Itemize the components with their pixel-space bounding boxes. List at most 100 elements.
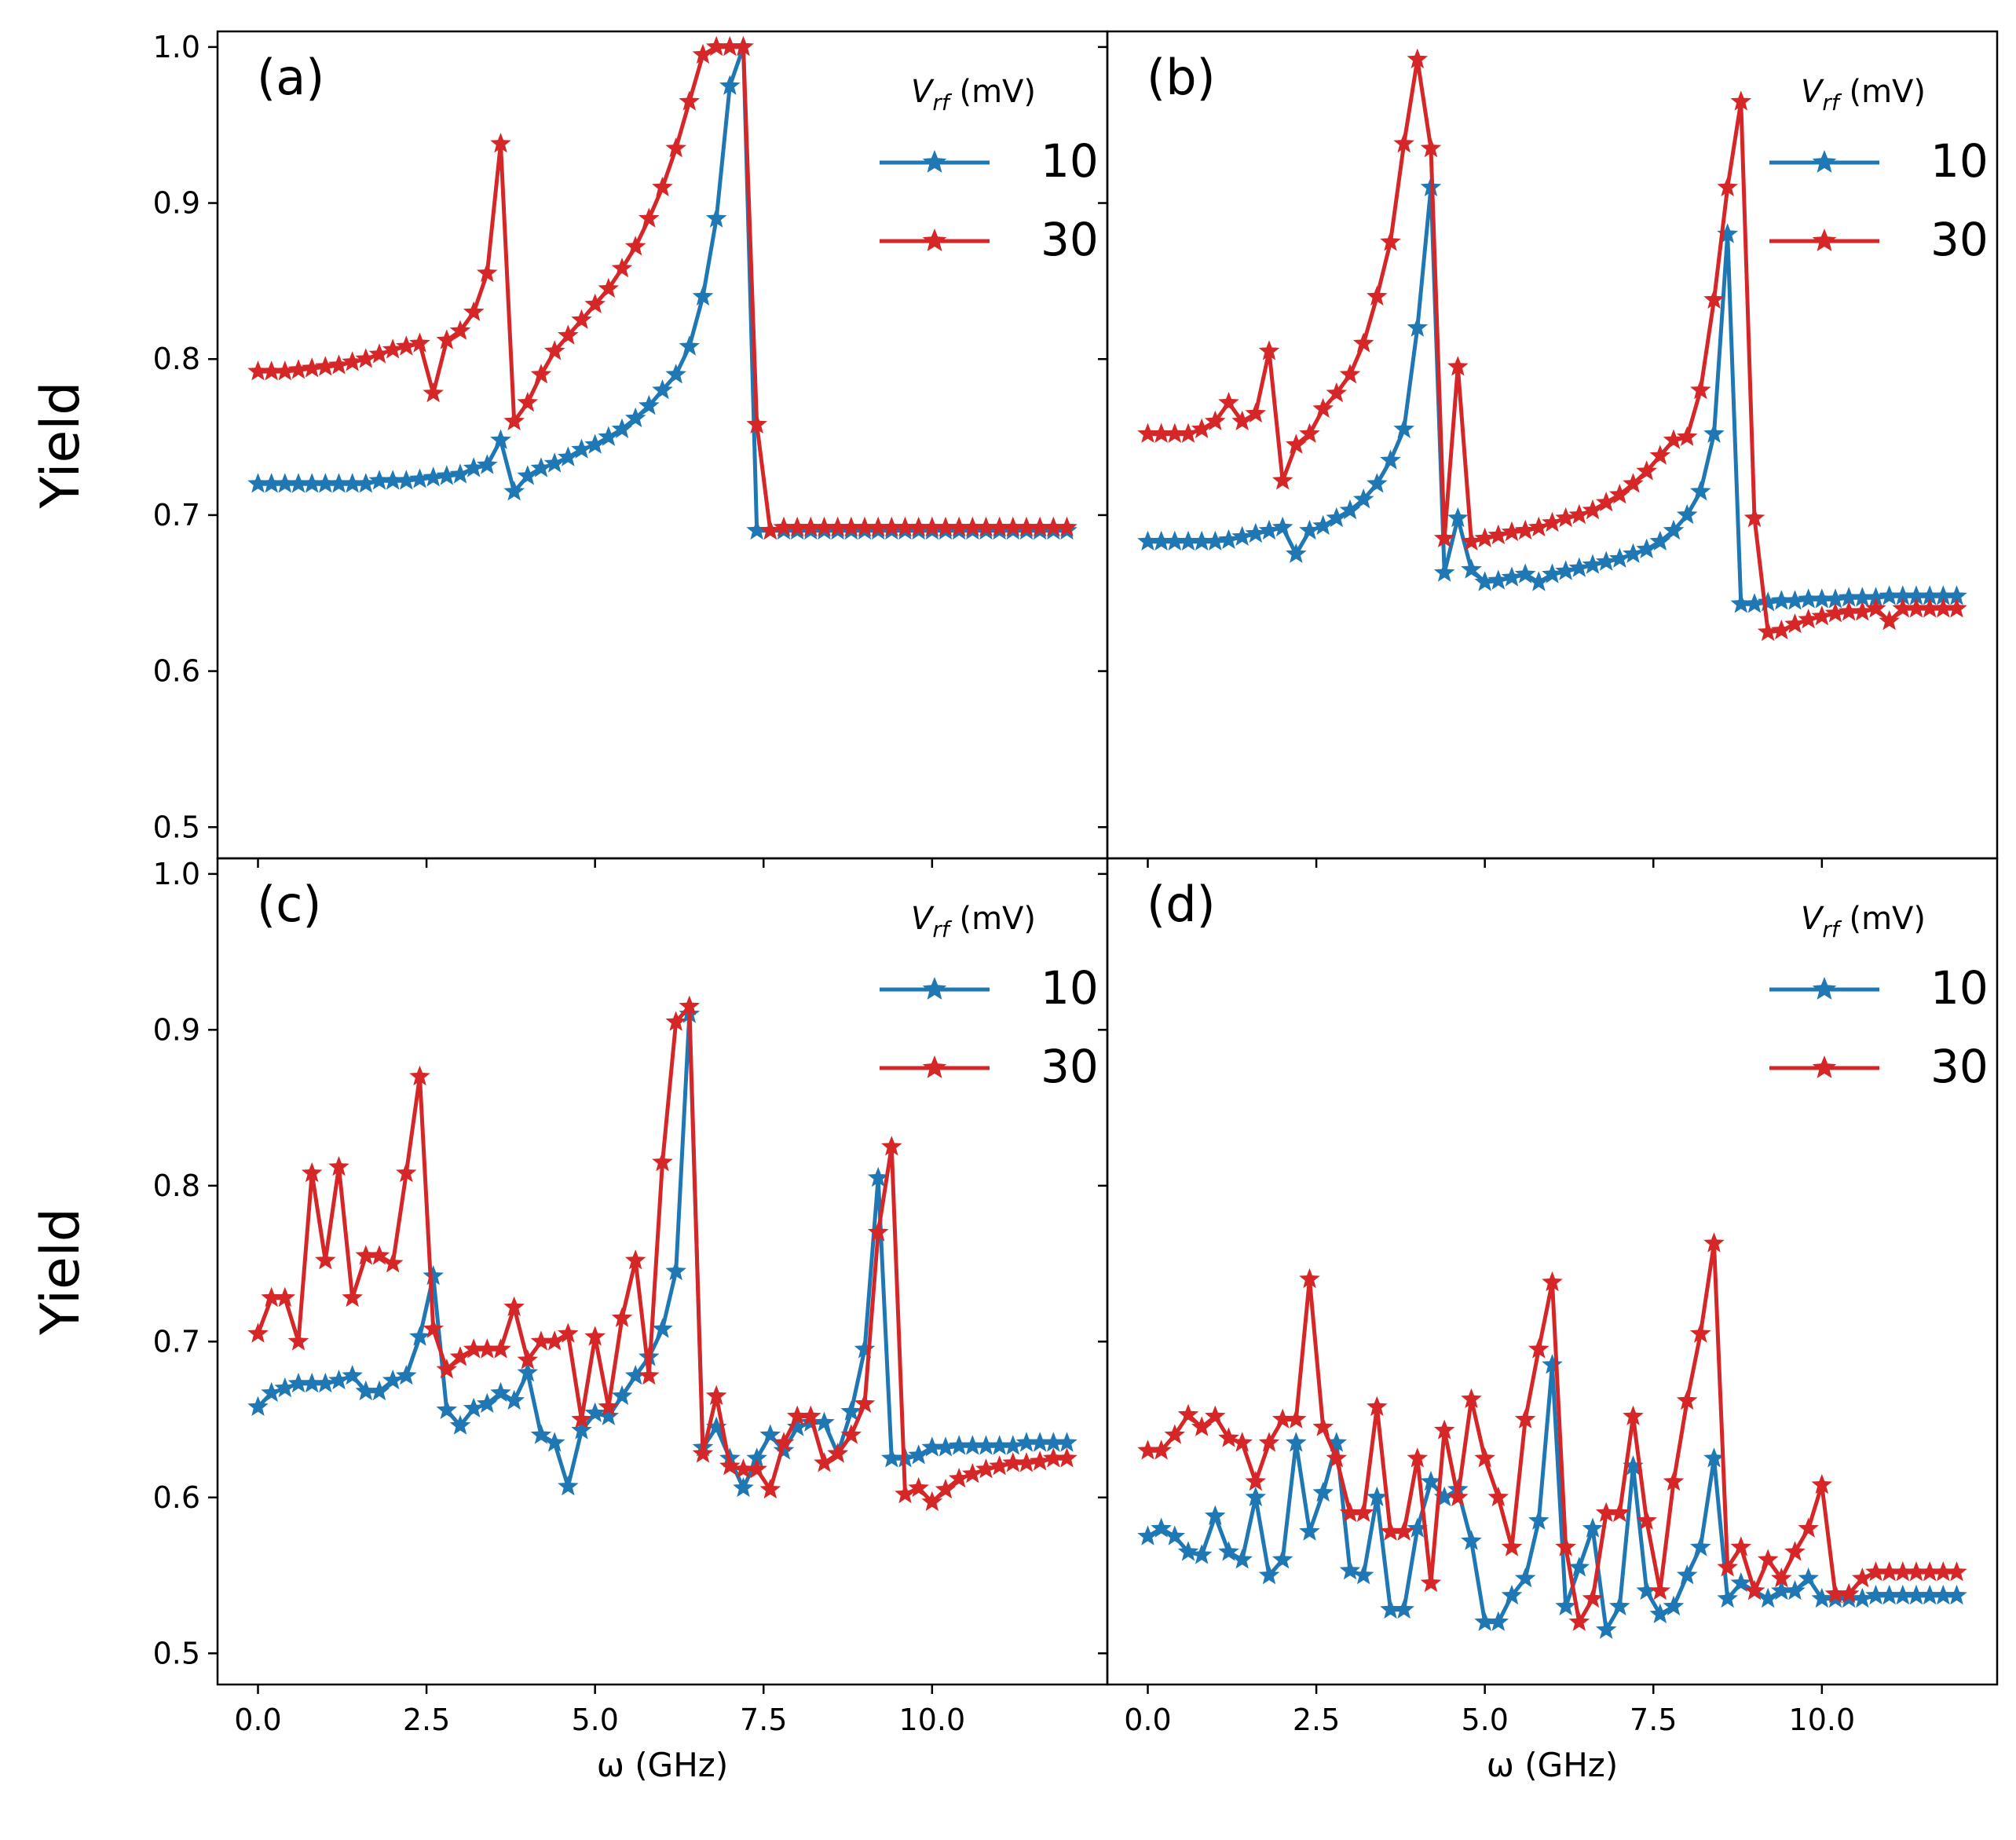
data-point-10 — [584, 433, 606, 454]
data-point-30 — [854, 1392, 876, 1413]
data-point-10 — [1177, 1541, 1199, 1561]
data-point-30 — [1609, 484, 1630, 504]
data-point-10 — [1798, 588, 1819, 609]
data-point-10 — [1555, 560, 1576, 580]
data-point-10 — [652, 1318, 673, 1338]
data-point-10 — [598, 1405, 620, 1425]
legend-marker-10 — [1812, 150, 1837, 173]
data-point-30 — [517, 391, 539, 412]
data-point-10 — [624, 407, 646, 428]
data-point-30 — [1879, 1561, 1900, 1582]
data-point-10 — [1879, 1584, 1900, 1605]
data-point-10 — [1717, 1587, 1738, 1608]
data-point-30 — [315, 356, 336, 376]
data-point-10 — [1743, 593, 1765, 613]
data-point-10 — [1312, 514, 1334, 536]
data-point-10 — [1717, 223, 1738, 243]
data-point-10 — [328, 473, 349, 493]
data-point-10 — [624, 1365, 646, 1385]
data-point-30 — [1312, 1416, 1334, 1436]
x-tick-label: 2.5 — [1293, 1703, 1340, 1737]
data-point-30 — [1177, 423, 1199, 443]
data-point-30 — [1339, 1502, 1361, 1522]
data-point-30 — [1447, 356, 1469, 376]
data-point-10 — [287, 1372, 309, 1393]
data-point-30 — [1649, 444, 1671, 465]
data-point-30 — [1056, 516, 1078, 537]
data-point-10 — [1528, 571, 1550, 591]
data-point-30 — [1676, 1389, 1698, 1410]
data-point-30 — [759, 1478, 781, 1499]
data-point-10 — [1245, 522, 1267, 543]
data-point-10 — [1636, 538, 1657, 558]
data-point-10 — [1582, 554, 1604, 574]
data-point-30 — [1474, 527, 1495, 547]
data-point-10 — [1798, 1567, 1819, 1588]
x-tick-label: 5.0 — [571, 1703, 618, 1737]
data-point-30 — [598, 277, 620, 298]
data-point-30 — [1352, 332, 1374, 353]
data-point-10 — [1205, 530, 1226, 551]
data-point-30 — [558, 1322, 579, 1343]
data-point-30 — [1946, 1561, 1967, 1582]
data-point-30 — [1286, 1408, 1307, 1428]
data-point-30 — [840, 1424, 862, 1444]
data-point-10 — [1636, 1579, 1657, 1600]
data-point-30 — [814, 1452, 835, 1472]
data-point-30 — [503, 410, 525, 430]
panel-label: (d) — [1147, 876, 1216, 933]
data-point-30 — [436, 329, 458, 349]
data-point-10 — [1852, 1587, 1873, 1608]
data-point-10 — [1191, 1544, 1213, 1564]
data-point-10 — [355, 1380, 377, 1401]
x-tick-label: 7.5 — [1630, 1703, 1677, 1737]
data-point-30 — [1730, 90, 1752, 111]
data-point-30 — [261, 1286, 282, 1308]
data-point-10 — [1501, 566, 1523, 587]
data-point-30 — [1218, 1427, 1239, 1447]
data-point-10 — [490, 429, 511, 449]
data-point-30 — [1043, 516, 1064, 537]
data-point-30 — [1433, 527, 1455, 547]
data-point-10 — [261, 473, 282, 493]
data-point-30 — [935, 1478, 957, 1499]
data-point-30 — [490, 133, 511, 153]
legend: Vrf (mV)10 30 — [880, 901, 1099, 1093]
data-point-30 — [1824, 602, 1846, 623]
data-point-30 — [1433, 1419, 1455, 1439]
data-point-30 — [1326, 1447, 1348, 1468]
data-point-10 — [1286, 1432, 1307, 1452]
data-point-30 — [409, 1065, 430, 1086]
series-line-10 — [258, 45, 1067, 533]
data-point-30 — [382, 1253, 404, 1273]
data-point-10 — [1771, 1579, 1792, 1600]
data-point-10 — [274, 1377, 296, 1398]
data-point-10 — [1865, 587, 1886, 607]
data-point-10 — [759, 1424, 781, 1444]
data-point-30 — [827, 516, 848, 537]
data-point-10 — [1447, 507, 1469, 528]
data-point-30 — [1582, 499, 1604, 520]
data-point-30 — [1326, 382, 1348, 403]
data-point-30 — [638, 207, 660, 228]
data-point-10 — [611, 1385, 633, 1406]
data-point-10 — [1852, 587, 1873, 607]
axes-frame — [1106, 30, 1999, 860]
data-point-30 — [1946, 598, 1967, 618]
data-point-30 — [1919, 1561, 1941, 1582]
panel-b: (b) Vrf (mV)10 30 — [1098, 30, 1999, 868]
legend-label-10: 10 — [1930, 961, 1989, 1015]
data-point-10 — [436, 1399, 458, 1419]
data-point-30 — [1271, 1408, 1293, 1428]
data-point-30 — [503, 1296, 525, 1316]
data-point-30 — [584, 293, 606, 313]
data-point-30 — [1798, 1517, 1819, 1538]
y-axis-label: Yield — [30, 1208, 92, 1336]
data-point-10 — [1271, 1549, 1293, 1569]
data-point-30 — [746, 413, 767, 433]
data-point-10 — [1824, 588, 1846, 609]
data-point-30 — [1649, 1579, 1671, 1600]
data-point-30 — [867, 1221, 889, 1242]
data-point-30 — [558, 324, 579, 345]
data-point-10 — [867, 1166, 889, 1187]
